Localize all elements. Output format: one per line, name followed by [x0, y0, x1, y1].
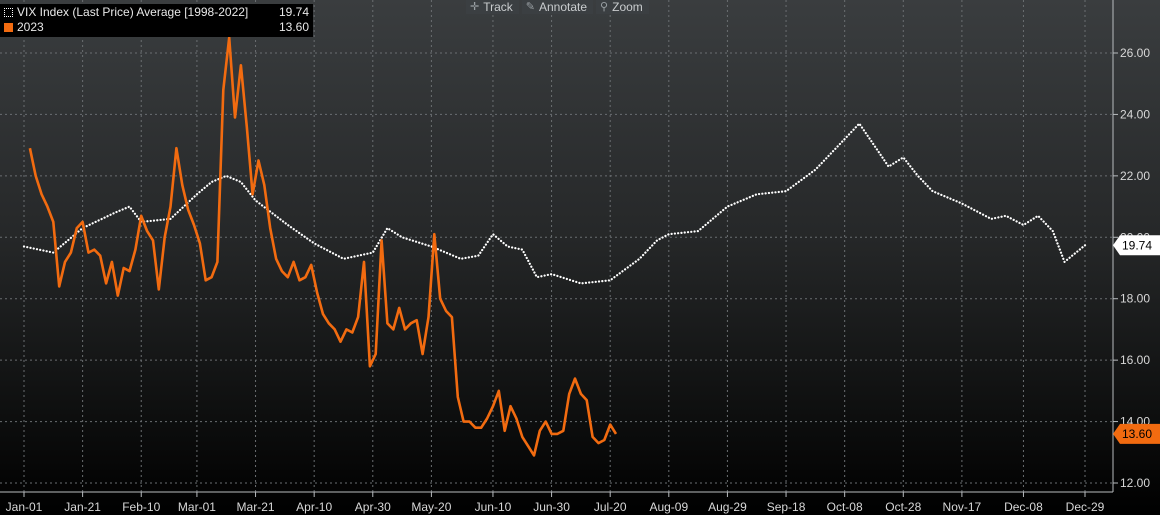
x-tick-label: Mar-01	[178, 500, 216, 514]
y-tick-label: 16.00	[1120, 353, 1150, 367]
legend-label-average: VIX Index (Last Price) Average [1998-202…	[17, 5, 249, 19]
chart-toolbar: ✛ Track ✎ Annotate ⚲ Zoom	[466, 0, 649, 14]
average-last-value-tag	[1113, 235, 1160, 256]
last-value-tag-2023	[1113, 423, 1160, 444]
legend-swatch-average	[4, 8, 13, 17]
legend-value-average: 19.74	[278, 5, 309, 19]
y-tick-label: 24.00	[1120, 107, 1150, 121]
x-tick-label: Feb-10	[122, 500, 160, 514]
x-tick-label: Jun-10	[475, 500, 512, 514]
x-tick-label: Nov-17	[943, 500, 982, 514]
annotate-label: Annotate	[539, 0, 588, 14]
x-tick-label: Apr-30	[355, 500, 391, 514]
x-tick-label: Jan-21	[64, 500, 101, 514]
average-last-value-label: 19.74	[1122, 238, 1152, 252]
x-tick-label: Jul-20	[594, 500, 627, 514]
x-tick-label: Aug-29	[708, 500, 747, 514]
legend-entry-2023[interactable]: 2023 13.60	[0, 20, 313, 35]
y-tick-label: 12.00	[1120, 476, 1150, 490]
track-label: Track	[483, 0, 513, 14]
last-value-label-2023: 13.60	[1122, 427, 1152, 441]
chart-legend: VIX Index (Last Price) Average [1998-202…	[0, 4, 313, 37]
crosshair-icon: ✛	[470, 1, 480, 13]
x-tick-label: Oct-28	[885, 500, 921, 514]
x-tick-label: Apr-10	[296, 500, 332, 514]
x-tick-label: Jan-01	[6, 500, 43, 514]
x-tick-label: Dec-29	[1066, 500, 1105, 514]
y-tick-label: 18.00	[1120, 292, 1150, 306]
x-tick-label: Mar-21	[237, 500, 275, 514]
pencil-icon: ✎	[525, 1, 535, 13]
legend-swatch-2023	[4, 23, 13, 32]
zoom-button[interactable]: ⚲ Zoom	[596, 0, 649, 14]
annotate-button[interactable]: ✎ Annotate	[521, 0, 594, 14]
grid-lines	[0, 0, 1113, 492]
legend-label-2023: 2023	[17, 20, 44, 34]
series-2023-line	[28, 36, 618, 457]
last-value-tags: 19.74 13.60	[1113, 235, 1160, 444]
x-tick-label: Sep-18	[767, 500, 806, 514]
average-series-line	[22, 122, 1087, 285]
series-lines	[22, 36, 1087, 457]
legend-entry-average[interactable]: VIX Index (Last Price) Average [1998-202…	[0, 5, 313, 20]
x-tick-label: Dec-08	[1004, 500, 1043, 514]
x-tick-label: Aug-09	[649, 500, 688, 514]
x-tick-label: Oct-08	[827, 500, 863, 514]
legend-value-2023: 13.60	[278, 20, 309, 34]
x-tick-label: Jun-30	[533, 500, 570, 514]
y-tick-label: 22.00	[1120, 169, 1150, 183]
track-button[interactable]: ✛ Track	[466, 0, 519, 14]
y-tick-label: 26.00	[1120, 46, 1150, 60]
x-tick-label: May-20	[411, 500, 451, 514]
zoom-label: Zoom	[612, 0, 643, 14]
magnifier-icon: ⚲	[600, 1, 609, 13]
